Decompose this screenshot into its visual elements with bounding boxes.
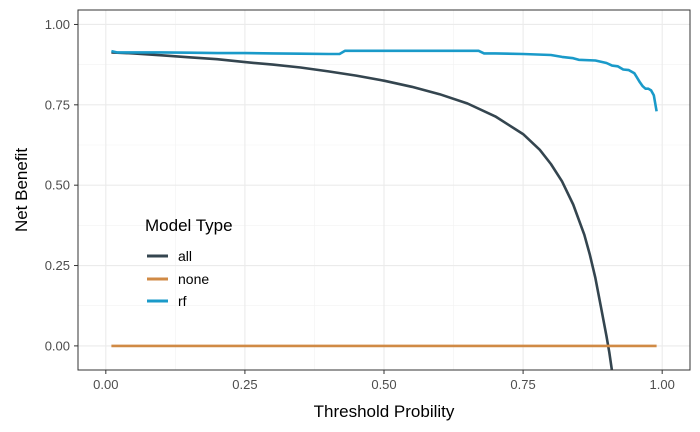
x-axis: 0.00 0.25 0.50 0.75 1.00 bbox=[93, 370, 675, 392]
legend-label-none: none bbox=[178, 271, 209, 287]
y-tick-label: 0.75 bbox=[45, 97, 70, 112]
y-tick-label: 0.50 bbox=[45, 178, 70, 193]
x-tick-label: 0.25 bbox=[232, 377, 257, 392]
x-tick-label: 0.75 bbox=[510, 377, 535, 392]
y-axis: 0.00 0.25 0.50 0.75 1.00 bbox=[45, 17, 78, 353]
legend-label-rf: rf bbox=[178, 293, 187, 309]
series-line-all bbox=[111, 51, 614, 370]
legend: Model Type all none rf bbox=[145, 216, 233, 309]
series-layer bbox=[111, 49, 658, 370]
series-line-rf bbox=[111, 49, 658, 112]
legend-label-all: all bbox=[178, 248, 192, 264]
x-tick-label: 0.50 bbox=[371, 377, 396, 392]
x-axis-title: Threshold Probility bbox=[314, 402, 455, 421]
y-axis-title: Net Benefit bbox=[12, 148, 31, 232]
x-tick-label: 0.00 bbox=[93, 377, 118, 392]
y-tick-label: 1.00 bbox=[45, 17, 70, 32]
y-tick-label: 0.00 bbox=[45, 338, 70, 353]
legend-title: Model Type bbox=[145, 216, 233, 235]
x-tick-label: 1.00 bbox=[650, 377, 675, 392]
y-tick-label: 0.25 bbox=[45, 258, 70, 273]
